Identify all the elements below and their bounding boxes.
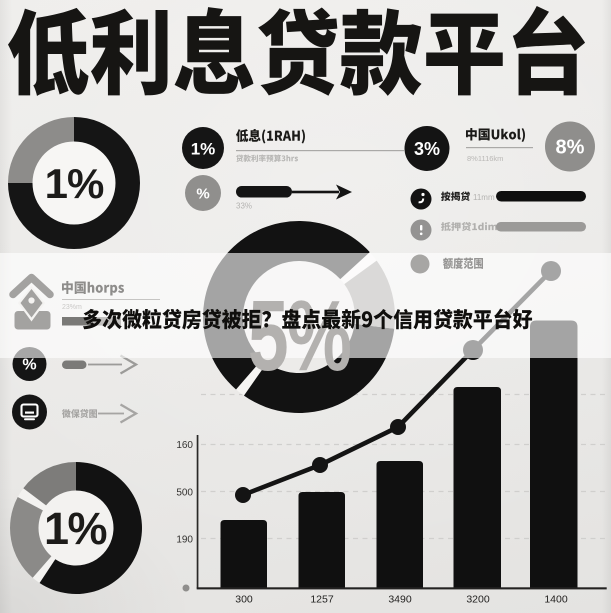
- svg-text:23%m: 23%m: [62, 304, 82, 311]
- svg-text:8%1116km: 8%1116km: [467, 154, 503, 163]
- svg-text:11mm: 11mm: [473, 193, 495, 202]
- svg-text:190: 190: [176, 535, 193, 546]
- svg-text:%: %: [22, 357, 36, 374]
- svg-text:3200: 3200: [466, 594, 490, 606]
- svg-text:1400: 1400: [544, 594, 568, 606]
- svg-text:500: 500: [176, 488, 193, 499]
- svg-text:1%: 1%: [191, 140, 216, 159]
- svg-text:300: 300: [235, 594, 253, 606]
- svg-text:5%: 5%: [248, 279, 350, 392]
- svg-text:%: %: [196, 186, 209, 203]
- svg-text:1%: 1%: [45, 160, 104, 207]
- svg-text:8%: 8%: [556, 137, 585, 159]
- svg-text:1%: 1%: [44, 503, 107, 554]
- svg-text:3490: 3490: [388, 594, 412, 606]
- svg-text:3%: 3%: [414, 139, 440, 159]
- svg-text:160: 160: [176, 440, 193, 451]
- svg-text:1257: 1257: [310, 594, 334, 606]
- svg-text:33%: 33%: [236, 202, 252, 211]
